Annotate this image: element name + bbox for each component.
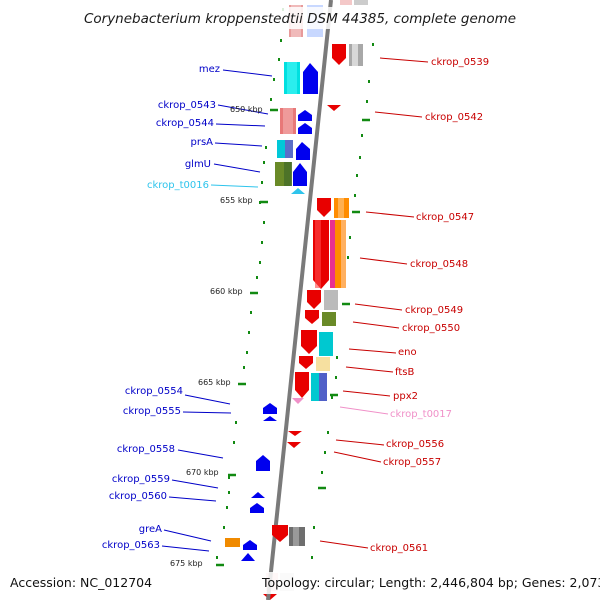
- page-title: Corynebacterium kroppenstedtii DSM 44385…: [84, 11, 516, 27]
- gene-ckrop-0549-feature: [307, 290, 338, 310]
- left-strand-genes: [225, 62, 318, 561]
- gene-label-eno: eno: [398, 347, 417, 358]
- gene-label-ckrop-0563: ckrop_0563: [102, 540, 160, 551]
- gene-label-ckrop-0543: ckrop_0543: [158, 100, 216, 111]
- genome-axis: [266, 0, 333, 600]
- gene-ckrop-0548-feature: [313, 220, 346, 289]
- gene-label-prsa: prsA: [190, 137, 213, 148]
- gene-label-ckrop-0558: ckrop_0558: [117, 444, 175, 455]
- gene-label-ckrop-0550: ckrop_0550: [402, 323, 460, 334]
- gene-label-ckrop-0557: ckrop_0557: [383, 457, 441, 468]
- accession-text: Accession: NC_012704: [10, 575, 152, 590]
- gene-label-ckrop-0549: ckrop_0549: [405, 305, 463, 316]
- gene-prsa-feature: [277, 140, 310, 160]
- gene-label-ckrop-0548: ckrop_0548: [410, 259, 468, 270]
- scale-label-650: 650 kbp: [230, 105, 263, 114]
- gene-ckrop-0550-feature: [305, 310, 336, 326]
- topology-text: Topology: circular; Length: 2,446,804 bp…: [261, 575, 600, 590]
- gene-label-ckrop-0559: ckrop_0559: [112, 474, 170, 485]
- gene-label-ppx2: ppx2: [393, 391, 418, 402]
- gene-label-ckrop-t0017: ckrop_t0017: [390, 409, 452, 420]
- gene-glmu-feature: [275, 162, 307, 186]
- left-gene-labels: mez ckrop_0543 ckrop_0544 prsA glmU ckro…: [102, 64, 220, 551]
- scale-label-675: 675 kbp: [170, 559, 203, 568]
- gene-label-ckrop-0561: ckrop_0561: [370, 543, 428, 554]
- gene-label-ckrop-0544: ckrop_0544: [156, 118, 214, 129]
- gene-label-glmu: glmU: [185, 159, 211, 170]
- gene-ppx2-feature: [295, 372, 327, 401]
- left-dash-track: [216, 8, 284, 559]
- scale-label-660: 660 kbp: [210, 287, 243, 296]
- gene-label-ckrop-0547: ckrop_0547: [416, 212, 474, 223]
- left-leader-trna: [210, 184, 259, 188]
- gene-label-ckrop-0555: ckrop_0555: [123, 406, 181, 417]
- gene-ckrop-0554-feature: [263, 403, 277, 414]
- trna-t0017-feature: [292, 398, 304, 404]
- gene-ckrop-0543-feature: [280, 108, 312, 134]
- right-leader-lines: [319, 57, 429, 549]
- gene-ckrop-0555-feature: [263, 416, 277, 421]
- right-dash-track: [311, 43, 374, 559]
- gene-ckrop-0539-feature: [332, 44, 363, 66]
- scale-label-670: 670 kbp: [186, 468, 219, 477]
- scale-ticks: [216, 108, 370, 567]
- gene-label-ftsb: ftsB: [395, 367, 414, 378]
- gene-ckrop-0558-feature: [256, 455, 270, 471]
- gene-ckrop-0542-feature: [327, 105, 341, 111]
- gene-ftsb-feature: [299, 356, 330, 371]
- gene-label-mez: mez: [199, 64, 220, 75]
- right-gene-labels: ckrop_0539 ckrop_0542 ckrop_0547 ckrop_0…: [370, 57, 489, 554]
- left-leader-lines: [161, 69, 273, 552]
- gene-ckrop-0561-feature: [272, 525, 305, 546]
- gene-label-ckrop-0542: ckrop_0542: [425, 112, 483, 123]
- gene-eno-feature: [301, 330, 333, 356]
- footer-background: [0, 572, 600, 594]
- gene-ckrop-0563-feature: [243, 540, 257, 550]
- gene-ckrop-0559-feature: [251, 492, 265, 498]
- gene-grea-feature: [225, 538, 240, 547]
- gene-label-ckrop-0554: ckrop_0554: [125, 386, 183, 397]
- gene-ckrop-0556-feature: [288, 431, 302, 436]
- gene-label-ckrop-t0016: ckrop_t0016: [147, 180, 209, 191]
- gene-ckrop-0547-feature: [317, 198, 349, 218]
- scale-labels: 650 kbp 655 kbp 660 kbp 665 kbp 670 kbp …: [170, 105, 263, 568]
- gene-ckrop-0560-feature: [250, 503, 264, 513]
- gene-ckrop-0557-feature: [287, 442, 301, 448]
- gene-label-ckrop-0556: ckrop_0556: [386, 439, 444, 450]
- trna-t0016-feature: [291, 188, 305, 194]
- title-background: [80, 7, 525, 29]
- gene-label-grea: greA: [139, 524, 162, 535]
- gene-label-ckrop-0560: ckrop_0560: [109, 491, 167, 502]
- right-leader-trna: [339, 406, 389, 415]
- scale-label-665: 665 kbp: [198, 378, 231, 387]
- gene-label-ckrop-0539: ckrop_0539: [431, 57, 489, 68]
- right-strand-genes: [272, 44, 363, 546]
- gene-mez-feature: [284, 62, 318, 94]
- scale-label-655: 655 kbp: [220, 196, 253, 205]
